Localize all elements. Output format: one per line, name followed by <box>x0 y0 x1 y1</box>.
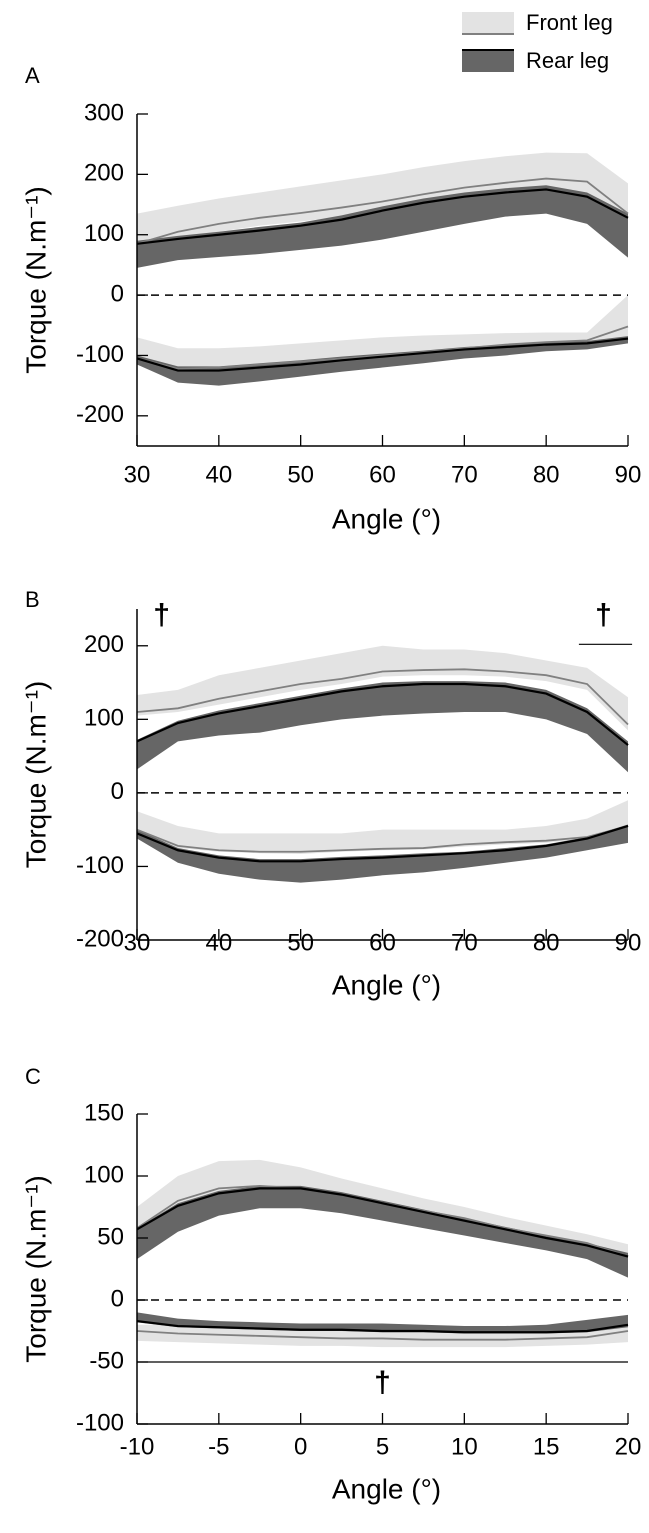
x-tick-label: 60 <box>369 461 396 488</box>
mean-line <box>136 824 629 863</box>
x-axis-title: Angle (°) <box>332 503 441 534</box>
y-tick-label: 100 <box>84 705 124 732</box>
legend-label: Front leg <box>526 10 613 35</box>
band <box>137 1324 628 1348</box>
x-tick-label: 20 <box>615 1433 642 1460</box>
mean-line <box>136 1330 629 1341</box>
band <box>137 824 628 883</box>
y-tick-label: -50 <box>89 1347 124 1374</box>
mean-line <box>136 1319 629 1334</box>
mean-line <box>136 325 629 370</box>
annotation: † <box>595 598 612 631</box>
annotation: † <box>374 1366 391 1399</box>
y-axis-title: Torque (N.m⁻¹) <box>20 186 51 373</box>
mean-line <box>136 1187 629 1258</box>
band <box>137 185 628 268</box>
x-tick-label: 80 <box>533 929 560 956</box>
y-tick-label: 0 <box>111 778 124 805</box>
y-tick-label: -100 <box>76 1409 124 1436</box>
mean-line <box>136 177 629 245</box>
mean-line <box>136 668 629 726</box>
x-tick-label: 90 <box>615 929 642 956</box>
x-tick-label: 90 <box>615 461 642 488</box>
band <box>137 336 628 386</box>
mean-line <box>136 337 629 372</box>
y-tick-label: 50 <box>97 1223 124 1250</box>
y-tick-label: 150 <box>84 1099 124 1126</box>
x-tick-label: 0 <box>294 1433 307 1460</box>
y-tick-label: 0 <box>111 1285 124 1312</box>
y-axis-title: Torque (N.m⁻¹) <box>20 681 51 868</box>
x-tick-label: 10 <box>451 1433 478 1460</box>
annotation: † <box>153 598 170 631</box>
y-tick-label: 200 <box>84 631 124 658</box>
y-tick-label: 100 <box>84 1161 124 1188</box>
panel-label: B <box>25 587 40 612</box>
x-tick-label: 15 <box>533 1433 560 1460</box>
x-tick-label: 70 <box>451 461 478 488</box>
x-tick-label: 80 <box>533 461 560 488</box>
x-tick-label: 50 <box>287 461 314 488</box>
mean-line <box>136 682 629 746</box>
mean-line <box>136 188 629 245</box>
band <box>137 681 628 773</box>
x-tick-label: -10 <box>120 1433 155 1460</box>
y-tick-label: -200 <box>76 401 124 428</box>
band <box>137 152 628 247</box>
x-tick-label: 50 <box>287 929 314 956</box>
y-tick-label: 200 <box>84 160 124 187</box>
y-tick-label: -200 <box>76 925 124 952</box>
x-tick-label: 30 <box>124 929 151 956</box>
legend-label: Rear leg <box>526 48 609 73</box>
y-tick-label: 100 <box>84 220 124 247</box>
x-tick-label: 5 <box>376 1433 389 1460</box>
y-tick-label: 300 <box>84 99 124 126</box>
y-tick-label: -100 <box>76 852 124 879</box>
x-tick-label: 40 <box>205 461 232 488</box>
legend-swatch <box>462 50 514 72</box>
mean-line <box>136 825 629 853</box>
x-axis-title: Angle (°) <box>332 969 441 1000</box>
band <box>137 645 628 731</box>
y-tick-label: 0 <box>111 280 124 307</box>
x-tick-label: 70 <box>451 929 478 956</box>
legend-swatch <box>462 12 514 34</box>
x-axis-title: Angle (°) <box>332 1473 441 1504</box>
x-tick-label: 60 <box>369 929 396 956</box>
panel-label: C <box>25 1064 41 1089</box>
band <box>137 800 628 854</box>
y-axis-title: Torque (N.m⁻¹) <box>20 1175 51 1362</box>
band <box>137 295 628 373</box>
y-tick-label: -100 <box>76 341 124 368</box>
x-tick-label: 30 <box>124 461 151 488</box>
panel-label: A <box>25 63 40 88</box>
x-tick-label: 40 <box>205 929 232 956</box>
x-tick-label: -5 <box>208 1433 229 1460</box>
